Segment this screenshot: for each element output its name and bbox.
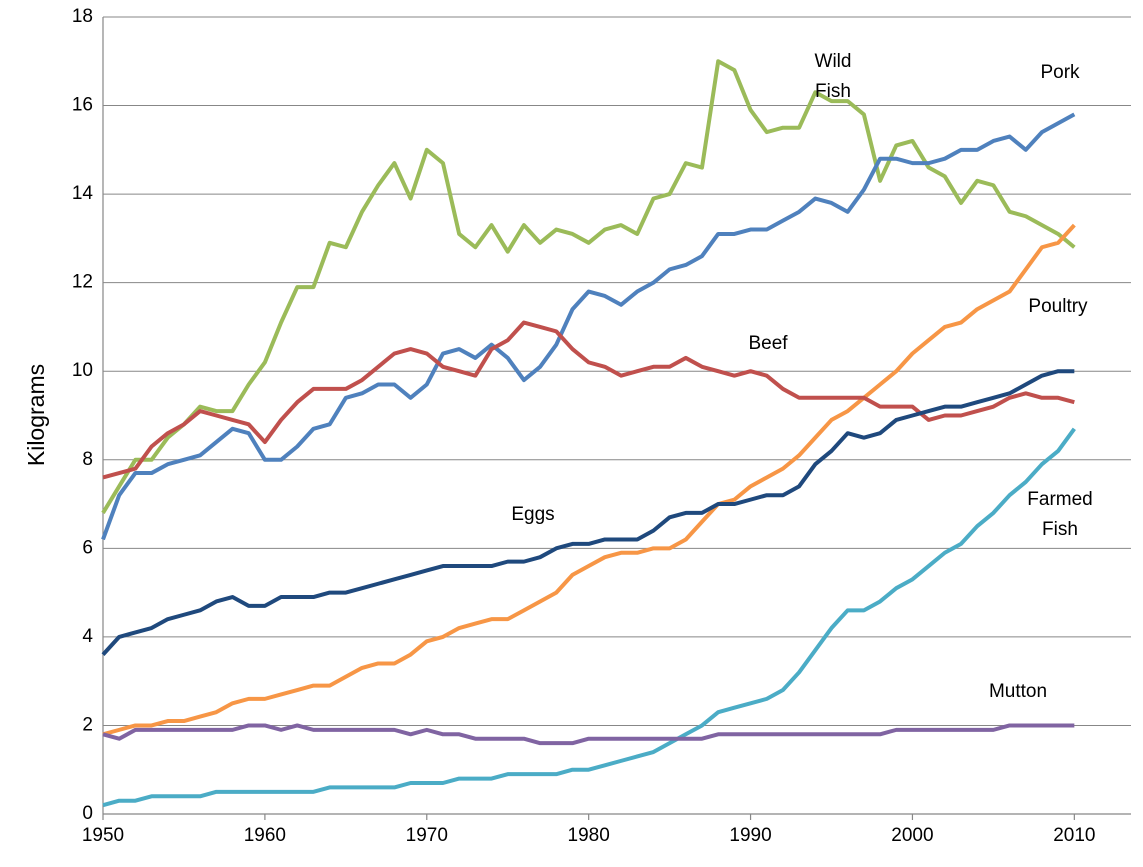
- y-tick-label: 0: [82, 803, 93, 824]
- series-line: [102, 320, 1075, 480]
- series-line: [101, 59, 1076, 514]
- y-tick-label: 8: [82, 449, 93, 470]
- series-label: Beef: [748, 333, 788, 354]
- series-label: Mutton: [989, 681, 1047, 702]
- x-tick-label: 1950: [82, 825, 124, 846]
- y-tick-label: 14: [72, 183, 94, 204]
- y-axis-label: Kilograms: [23, 364, 49, 466]
- x-tick-label: 1980: [568, 825, 610, 846]
- series-label: Poultry: [1028, 296, 1088, 317]
- y-tick-label: 4: [82, 626, 93, 647]
- series-label-line: Fish: [1042, 519, 1078, 540]
- y-tick-label: 10: [72, 360, 93, 381]
- series-label-line: Farmed: [1027, 489, 1092, 510]
- y-tick-label: 6: [82, 537, 93, 558]
- series-label: Farmed Fish: [1027, 489, 1092, 540]
- x-tick-label: 1960: [244, 825, 286, 846]
- series-label: Eggs: [511, 504, 554, 525]
- series-line: [102, 723, 1075, 746]
- series-label: Pork: [1040, 62, 1080, 83]
- series-line: [102, 223, 1076, 737]
- y-tick-label: 12: [72, 272, 93, 293]
- series-line: [102, 427, 1076, 808]
- x-tick-label: 2000: [891, 825, 933, 846]
- series-label-line: Wild: [815, 51, 852, 72]
- x-tick-label: 1990: [729, 825, 771, 846]
- x-tick-label: 2010: [1053, 825, 1095, 846]
- series-line: [101, 112, 1076, 541]
- y-tick-label: 18: [72, 6, 93, 27]
- series-label-line: Fish: [815, 81, 851, 102]
- y-tick-label: 2: [82, 714, 93, 735]
- series-label: Wild Fish: [815, 51, 852, 102]
- x-tick-label: 1970: [406, 825, 448, 846]
- y-tick-label: 16: [72, 95, 93, 116]
- series-line: [101, 369, 1075, 656]
